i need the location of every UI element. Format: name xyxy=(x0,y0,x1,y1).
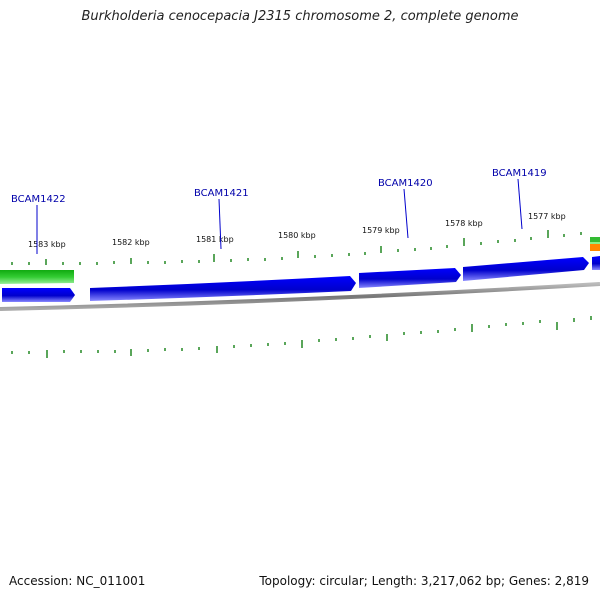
kbp-label: 1583 kbp xyxy=(28,240,66,249)
map-title: Burkholderia cenocepacia J2315 chromosom… xyxy=(81,9,519,24)
gene-arrow-bcam1422[interactable] xyxy=(2,288,75,302)
kbp-label: 1581 kbp xyxy=(196,235,234,244)
kbp-label: 1582 kbp xyxy=(112,238,150,247)
gene-arrow-bcam1420[interactable] xyxy=(359,268,461,288)
gene-label-bcam1421[interactable]: BCAM1421 xyxy=(194,188,249,199)
rna-feature-green[interactable] xyxy=(0,270,74,284)
gene-label-bcam1419[interactable]: BCAM1419 xyxy=(492,168,547,179)
kbp-labels: 1583 kbp 1582 kbp 1581 kbp 1580 kbp 1579… xyxy=(28,212,566,249)
gene-label-bcam1420[interactable]: BCAM1420 xyxy=(378,178,433,189)
gene-arrow-bcam1419[interactable] xyxy=(463,257,589,281)
outer-ticks xyxy=(11,230,582,265)
kbp-label: 1580 kbp xyxy=(278,231,316,240)
kbp-label: 1577 kbp xyxy=(528,212,566,221)
inner-ticks xyxy=(11,316,592,358)
genome-summary: Topology: circular; Length: 3,217,062 bp… xyxy=(259,574,589,588)
kbp-label: 1579 kbp xyxy=(362,226,400,235)
accession-label: Accession: NC_011001 xyxy=(9,574,146,588)
right-edge-features[interactable] xyxy=(590,237,600,270)
gene-arrow-bcam1421[interactable] xyxy=(90,276,356,301)
gene-labels: BCAM1422 BCAM1421 BCAM1420 BCAM1419 xyxy=(11,168,547,205)
gene-label-bcam1422[interactable]: BCAM1422 xyxy=(11,194,66,205)
gene-leader-lines xyxy=(36,178,523,254)
kbp-label: 1578 kbp xyxy=(445,219,483,228)
chromosome-backbone xyxy=(0,282,600,311)
